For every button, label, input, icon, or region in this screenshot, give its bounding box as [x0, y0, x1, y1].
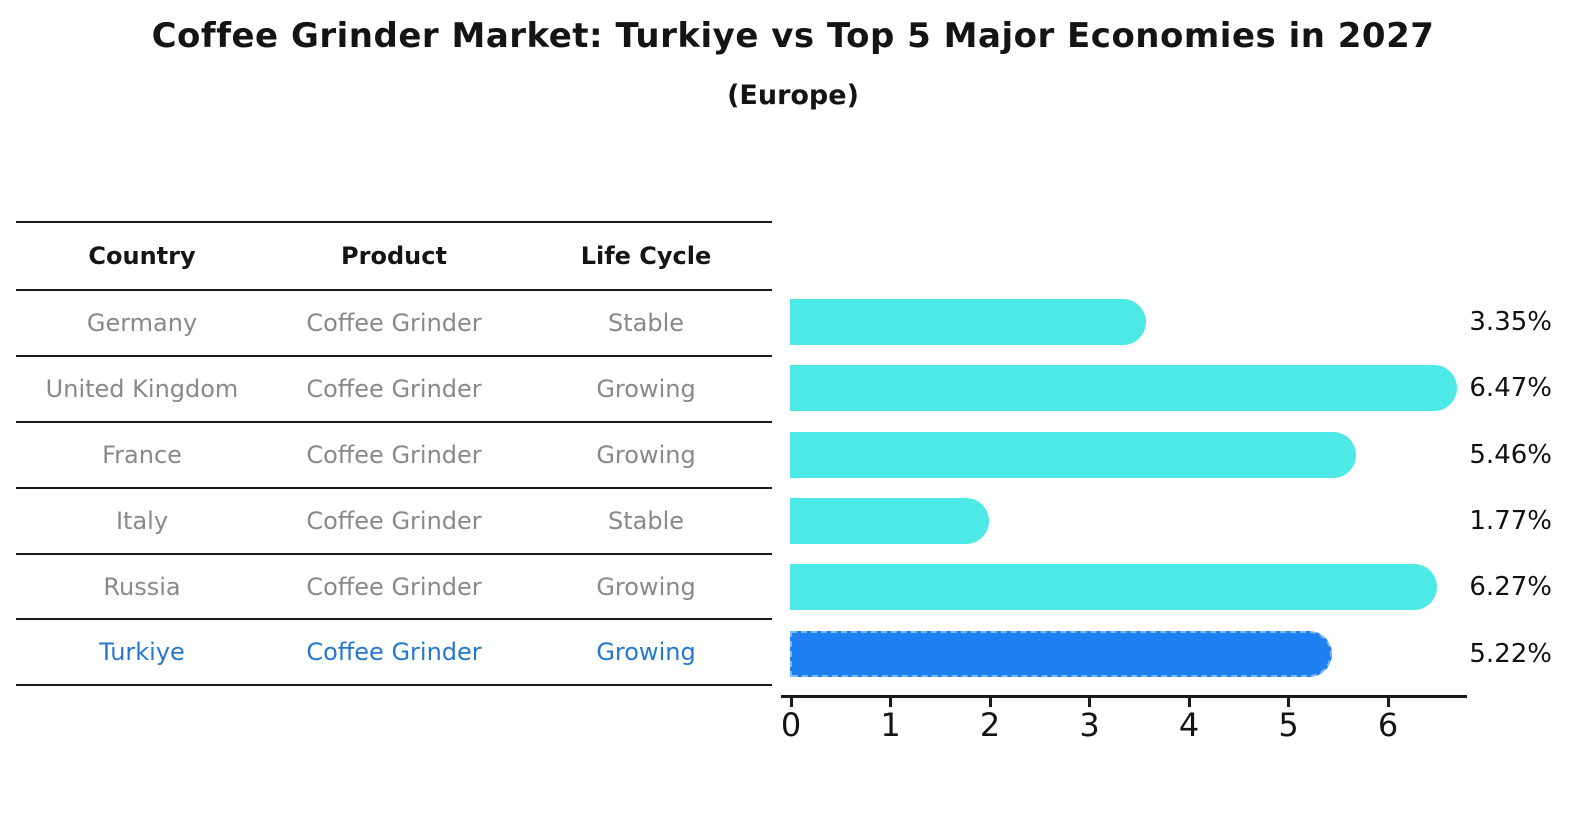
value-label-france: 5.46% — [1469, 439, 1552, 470]
value-label-united-kingdom: 6.47% — [1469, 373, 1552, 404]
table-row-germany: Germany Coffee Grinder Stable — [16, 291, 772, 357]
x-tick-mark-2 — [988, 698, 992, 707]
x-tick-mark-3 — [1088, 698, 1091, 707]
table-row-russia: Russia Coffee Grinder Growing — [16, 555, 772, 621]
country-cell: Germany — [86, 308, 198, 337]
value-label-italy: 1.77% — [1469, 506, 1552, 537]
x-tick-mark-6 — [1386, 698, 1390, 707]
bar-united-kingdom — [790, 365, 1457, 412]
x-axis-line — [781, 695, 1467, 698]
life-cycle-cell: Stable — [607, 308, 685, 337]
country-cell: Italy — [115, 506, 169, 535]
bar-france — [790, 431, 1357, 478]
column-header-product: Product — [341, 242, 447, 270]
x-tick-label-2: 2 — [979, 706, 1001, 744]
chart-title: Coffee Grinder Market: Turkiye vs Top 5 … — [151, 16, 1435, 56]
country-cell: Russia — [103, 572, 181, 601]
x-tick-label-6: 6 — [1377, 706, 1399, 744]
product-cell: Coffee Grinder — [306, 572, 482, 601]
product-cell: Coffee Grinder — [306, 506, 482, 535]
table-row-turkiye: Turkiye Coffee Grinder Growing — [16, 620, 772, 687]
life-cycle-cell: Growing — [596, 638, 696, 667]
product-cell: Coffee Grinder — [306, 638, 482, 667]
bar-turkiye — [790, 630, 1333, 677]
x-tick-label-4: 4 — [1178, 706, 1200, 744]
country-table: Country Product Life Cycle Germany Coffee… — [16, 221, 772, 687]
x-tick-label-0: 0 — [780, 706, 802, 744]
table-body: Germany Coffee Grinder Stable United Kingdo… — [16, 291, 772, 687]
column-header-country: Country — [88, 242, 196, 270]
bar-russia — [790, 564, 1437, 611]
country-cell: United Kingdom — [45, 374, 239, 403]
x-tick-label-5: 5 — [1278, 706, 1299, 744]
country-cell: France — [102, 440, 182, 469]
x-tick-mark-1 — [889, 698, 892, 707]
life-cycle-cell: Stable — [607, 506, 685, 535]
product-cell: Coffee Grinder — [306, 308, 482, 337]
value-label-russia: 6.27% — [1469, 572, 1552, 603]
table-header-row: Country Product Life Cycle — [16, 223, 772, 291]
x-tick-label-1: 1 — [880, 706, 901, 744]
value-label-germany: 3.35% — [1469, 307, 1552, 338]
x-tick-label-3: 3 — [1079, 706, 1100, 744]
life-cycle-cell: Growing — [596, 440, 696, 469]
x-tick-mark-5 — [1287, 698, 1290, 707]
x-tick-mark-4 — [1187, 698, 1191, 707]
chart-subtitle: (Europe) — [727, 80, 859, 111]
x-tick-mark-0 — [789, 698, 793, 707]
table-row-united-kingdom: United Kingdom Coffee Grinder Growing — [16, 357, 772, 423]
table-row-france: France Coffee Grinder Growing — [16, 423, 772, 489]
product-cell: Coffee Grinder — [306, 440, 482, 469]
table-row-italy: Italy Coffee Grinder Stable — [16, 489, 772, 555]
life-cycle-cell: Growing — [596, 374, 696, 403]
life-cycle-cell: Growing — [596, 572, 696, 601]
bar-italy — [790, 498, 990, 545]
country-cell: Turkiye — [99, 638, 185, 667]
product-cell: Coffee Grinder — [306, 374, 482, 403]
column-header-life-cycle: Life Cycle — [580, 242, 712, 270]
value-label-turkiye: 5.22% — [1469, 638, 1552, 669]
bar-germany — [790, 299, 1147, 346]
